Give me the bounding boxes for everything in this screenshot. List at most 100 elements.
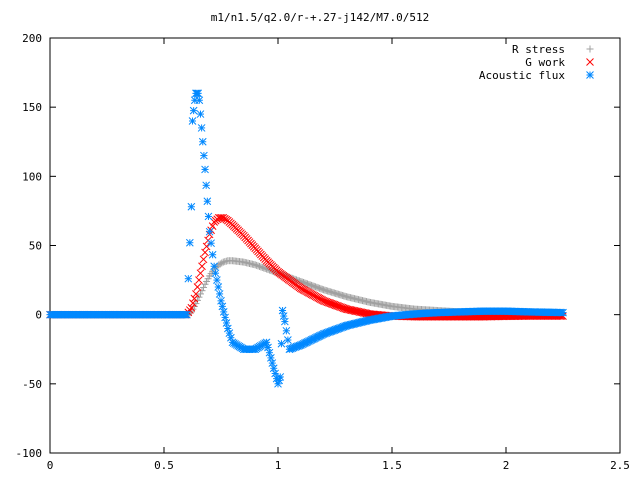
data-point (208, 222, 217, 230)
x-tick-label: 1 (275, 459, 282, 472)
plot-border (49, 37, 621, 454)
x-tick-label: 0 (47, 459, 54, 472)
data-point (294, 276, 302, 284)
data-point (184, 274, 193, 283)
data-point (262, 338, 271, 347)
data-point (293, 276, 301, 284)
legend-label: G work (525, 56, 565, 69)
data-point (190, 294, 199, 303)
y-tick-label: -50 (22, 378, 42, 391)
data-point (198, 262, 206, 271)
legend-marker (586, 45, 594, 53)
data-point (202, 181, 211, 190)
data-point (334, 302, 343, 311)
data-point (187, 202, 196, 211)
x-tick-label: 0.5 (154, 459, 174, 472)
data-point (200, 283, 208, 291)
x-tick-label: 1.5 (382, 459, 402, 472)
data-point (258, 263, 266, 271)
data-point (208, 250, 217, 259)
data-point (218, 302, 227, 311)
data-point (276, 373, 285, 381)
y-tick-label: -100 (16, 447, 43, 460)
data-point (187, 303, 196, 312)
data-series (46, 89, 567, 388)
series-acoustic-flux (46, 89, 567, 388)
data-point (185, 238, 194, 247)
data-point (254, 262, 262, 270)
data-point (225, 329, 234, 337)
data-point (253, 261, 261, 269)
data-point (216, 213, 225, 222)
data-point (326, 299, 335, 308)
data-point (277, 339, 286, 348)
data-point (319, 296, 328, 305)
data-point (269, 364, 278, 373)
data-point (321, 297, 329, 306)
data-point (330, 300, 339, 309)
data-point (200, 151, 208, 160)
legend-marker (586, 58, 594, 66)
legend-marker (586, 71, 594, 79)
plot-frame (49, 37, 621, 454)
data-point (337, 303, 345, 312)
data-point (255, 262, 263, 270)
data-point (188, 117, 197, 125)
data-point (210, 262, 219, 271)
data-point (204, 212, 213, 221)
y-tick-label: 0 (35, 309, 42, 322)
data-point (280, 317, 289, 326)
data-point (282, 326, 291, 335)
data-point (222, 319, 231, 327)
data-point (221, 313, 229, 322)
y-tick-label: 50 (29, 240, 42, 253)
chart-title: m1/n1.5/q2.0/r-+.27-j142/M7.0/512 (211, 11, 430, 24)
data-point (211, 269, 220, 278)
data-point (202, 242, 211, 251)
data-point (327, 299, 336, 308)
data-point (267, 354, 275, 362)
data-point (271, 369, 280, 378)
y-tick-label: 200 (22, 32, 42, 45)
data-point (196, 269, 205, 278)
data-point (217, 296, 225, 305)
data-point (331, 301, 340, 310)
data-point (195, 276, 203, 284)
series-g-work (46, 213, 567, 321)
legend-label: R stress (512, 43, 565, 56)
data-point (218, 259, 226, 267)
data-point (196, 110, 205, 118)
data-point (195, 96, 204, 105)
x-tick-label: 2 (503, 459, 510, 472)
data-point (182, 310, 191, 319)
data-point (189, 299, 197, 307)
data-point (215, 290, 224, 298)
data-point (335, 302, 344, 311)
data-point (265, 348, 274, 357)
data-point (223, 324, 232, 333)
data-point (198, 137, 207, 146)
y-tick-label: 100 (22, 170, 42, 183)
data-point (322, 297, 331, 306)
data-point (333, 301, 341, 310)
y-tick-label: 150 (22, 101, 42, 114)
data-point (205, 227, 214, 236)
data-point (203, 197, 212, 206)
data-point (193, 283, 202, 291)
data-point (196, 290, 204, 298)
data-point (559, 308, 567, 317)
data-point (197, 124, 206, 132)
data-point (213, 276, 221, 284)
legend-label: Acoustic flux (479, 69, 565, 82)
data-point (338, 303, 347, 312)
axis-ticks: 0 0.5 1 1.5 2 2.5 -100 -50 0 50 100 150 200 (16, 32, 630, 472)
data-point (219, 308, 228, 316)
data-point (201, 248, 209, 257)
data-point (214, 283, 223, 291)
data-point (194, 89, 203, 98)
data-point (264, 343, 272, 352)
x-tick-label: 2.5 (610, 459, 630, 472)
data-point (257, 263, 265, 271)
